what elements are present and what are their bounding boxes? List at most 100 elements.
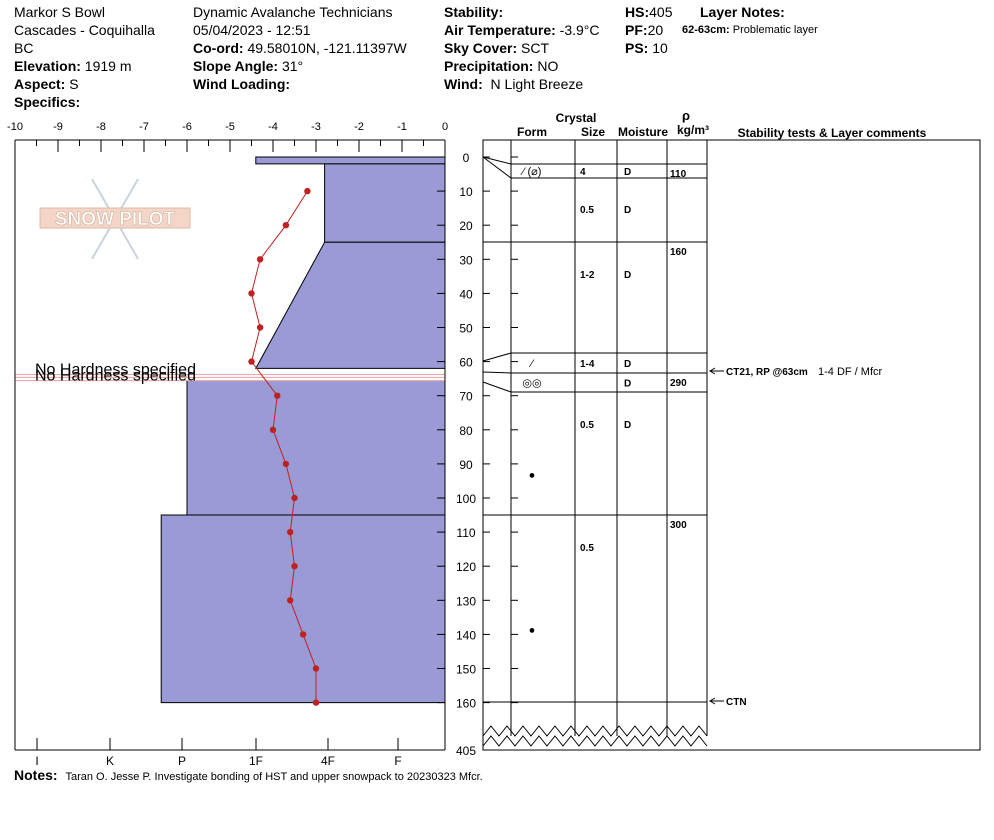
layer-size: 0.5	[580, 420, 594, 431]
coordinates: Co-ord: 49.58010N, -121.11397W	[193, 39, 407, 57]
temperature-point	[274, 392, 281, 399]
depth-break-2	[482, 735, 708, 747]
layer-moisture: D	[624, 359, 631, 370]
datetime: 05/04/2023 - 12:51	[193, 22, 311, 38]
depth-tick-label: 110	[456, 526, 475, 540]
wind-label: Wind:	[444, 76, 483, 92]
header-size: Size	[581, 125, 605, 139]
layer-size: 0.5	[580, 543, 594, 554]
layer-form: ⁄ (⌀)	[520, 166, 542, 178]
aspect: Aspect: S	[14, 75, 155, 93]
layer-note-text: Problematic layer	[732, 24, 818, 36]
region: Cascades - Coquihalla	[14, 22, 155, 38]
stability-arrowhead	[709, 367, 716, 375]
header-hs: HS:405 PF:20 PS: 10	[625, 3, 672, 57]
temp-tick-label: -6	[182, 121, 192, 133]
layer-table: Crystal Form Size Moisture ρkg/m³ Stability t…	[482, 108, 981, 751]
temp-tick-label: -5	[225, 121, 235, 133]
temp-tick-label: -8	[96, 121, 106, 133]
elevation: Elevation: 1919 m	[14, 57, 155, 75]
coord-value: 49.58010N, -121.11397W	[247, 40, 407, 56]
layer-moisture: D	[624, 420, 631, 431]
header-left: Markor S Bowl Cascades - Coquihalla BC E…	[14, 3, 155, 111]
observer: Dynamic Avalanche Technicians	[193, 4, 393, 20]
depth-tick-label: 150	[456, 663, 476, 677]
notes-text: Taran O. Jesse P. Investigate bonding of…	[65, 771, 483, 783]
hs-label: HS:	[625, 4, 650, 20]
precip-label: Precipitation:	[444, 58, 534, 74]
layer-size: 1-2	[580, 270, 595, 281]
hs: HS:405	[625, 3, 672, 21]
hs-value: 405	[649, 4, 673, 20]
notes: Notes: Taran O. Jesse P. Investigate bon…	[14, 766, 483, 786]
specifics-label: Specifics:	[14, 94, 81, 110]
ps-label: PS:	[625, 40, 649, 56]
temperature-point	[287, 528, 294, 536]
sky-cover: Sky Cover: SCT	[444, 39, 600, 57]
depth-tick-label: 0	[463, 151, 470, 165]
precip-value: NO	[537, 58, 559, 74]
temp-tick-label: -2	[354, 121, 364, 133]
stability-arrowhead	[709, 697, 716, 705]
header-form: Form	[517, 125, 547, 139]
logo-banner	[39, 207, 191, 229]
temperature-profile	[248, 187, 320, 706]
layer-connector	[482, 156, 512, 165]
layer-moisture: D	[624, 167, 631, 178]
layer-size: 0.5	[580, 205, 594, 216]
stability-test-label: CT21, RP @63cm	[726, 367, 808, 378]
temperature-point	[282, 460, 290, 468]
temp-tick-label: -9	[53, 121, 63, 133]
snowpilot-logo: SNOW PILOT	[39, 178, 191, 260]
depth-tick-label: 70	[459, 390, 473, 404]
pf: PF:20	[625, 21, 672, 39]
depth-tick-label: 130	[456, 594, 476, 608]
depth-total-label: 405	[456, 744, 476, 758]
aspect-value: S	[69, 76, 79, 92]
hardness-layer	[324, 163, 446, 243]
precipitation: Precipitation: NO	[444, 57, 600, 75]
layer-density: 160	[670, 247, 687, 258]
hardness-tick-label: 4F	[321, 754, 335, 768]
aspect-label: Aspect:	[14, 76, 66, 92]
depth-tick-label: 10	[459, 185, 473, 199]
layer-size: 1-4	[580, 359, 595, 370]
air-temperature: Air Temperature: -3.9°C	[444, 21, 600, 39]
header-moisture: Moisture	[618, 125, 668, 139]
hardness-tick-label: 1F	[249, 754, 263, 768]
air-temp-value: -3.9°C	[559, 22, 600, 38]
no-hardness-label-2: No Hardness specified	[35, 367, 196, 384]
slope-value: 31°	[281, 58, 304, 74]
temp-tick-label: -3	[311, 121, 321, 133]
temperature-point	[291, 563, 298, 570]
sky-label: Sky Cover:	[444, 40, 518, 56]
depth-tick-label: 50	[459, 322, 473, 336]
notes-label: Notes:	[14, 767, 58, 783]
wind-value: N Light Breeze	[490, 76, 584, 92]
depth-tick-label: 100	[456, 492, 476, 506]
header-layer-notes: Layer Notes: 62-63cm: Problematic layer	[682, 3, 818, 39]
pf-label: PF:	[625, 22, 648, 38]
ps-value: 10	[652, 40, 668, 56]
depth-tick-label: 160	[456, 697, 476, 711]
stability: Stability:	[444, 3, 600, 21]
temperature-line	[250, 190, 317, 703]
pf-value: 20	[647, 22, 664, 38]
specifics: Specifics:	[14, 93, 155, 111]
temp-tick-label: -7	[139, 121, 149, 133]
temperature-point	[291, 494, 298, 502]
layer-note: 62-63cm: Problematic layer	[682, 21, 818, 39]
temperature-point	[282, 222, 290, 229]
layer-form: ◎◎	[522, 378, 541, 390]
coord-label: Co-ord:	[193, 40, 244, 56]
depth-tick-label: 20	[459, 219, 473, 233]
temperature-point	[256, 256, 264, 263]
layer-moisture: D	[624, 270, 631, 281]
layer-density: 300	[670, 520, 687, 531]
depth-tick-label: 60	[459, 356, 473, 370]
layer-connector	[482, 371, 512, 374]
layer-form: ●	[529, 625, 536, 637]
hardness-layer	[254, 241, 446, 369]
layer-connector	[482, 156, 512, 179]
header-rho: ρ	[682, 108, 690, 123]
